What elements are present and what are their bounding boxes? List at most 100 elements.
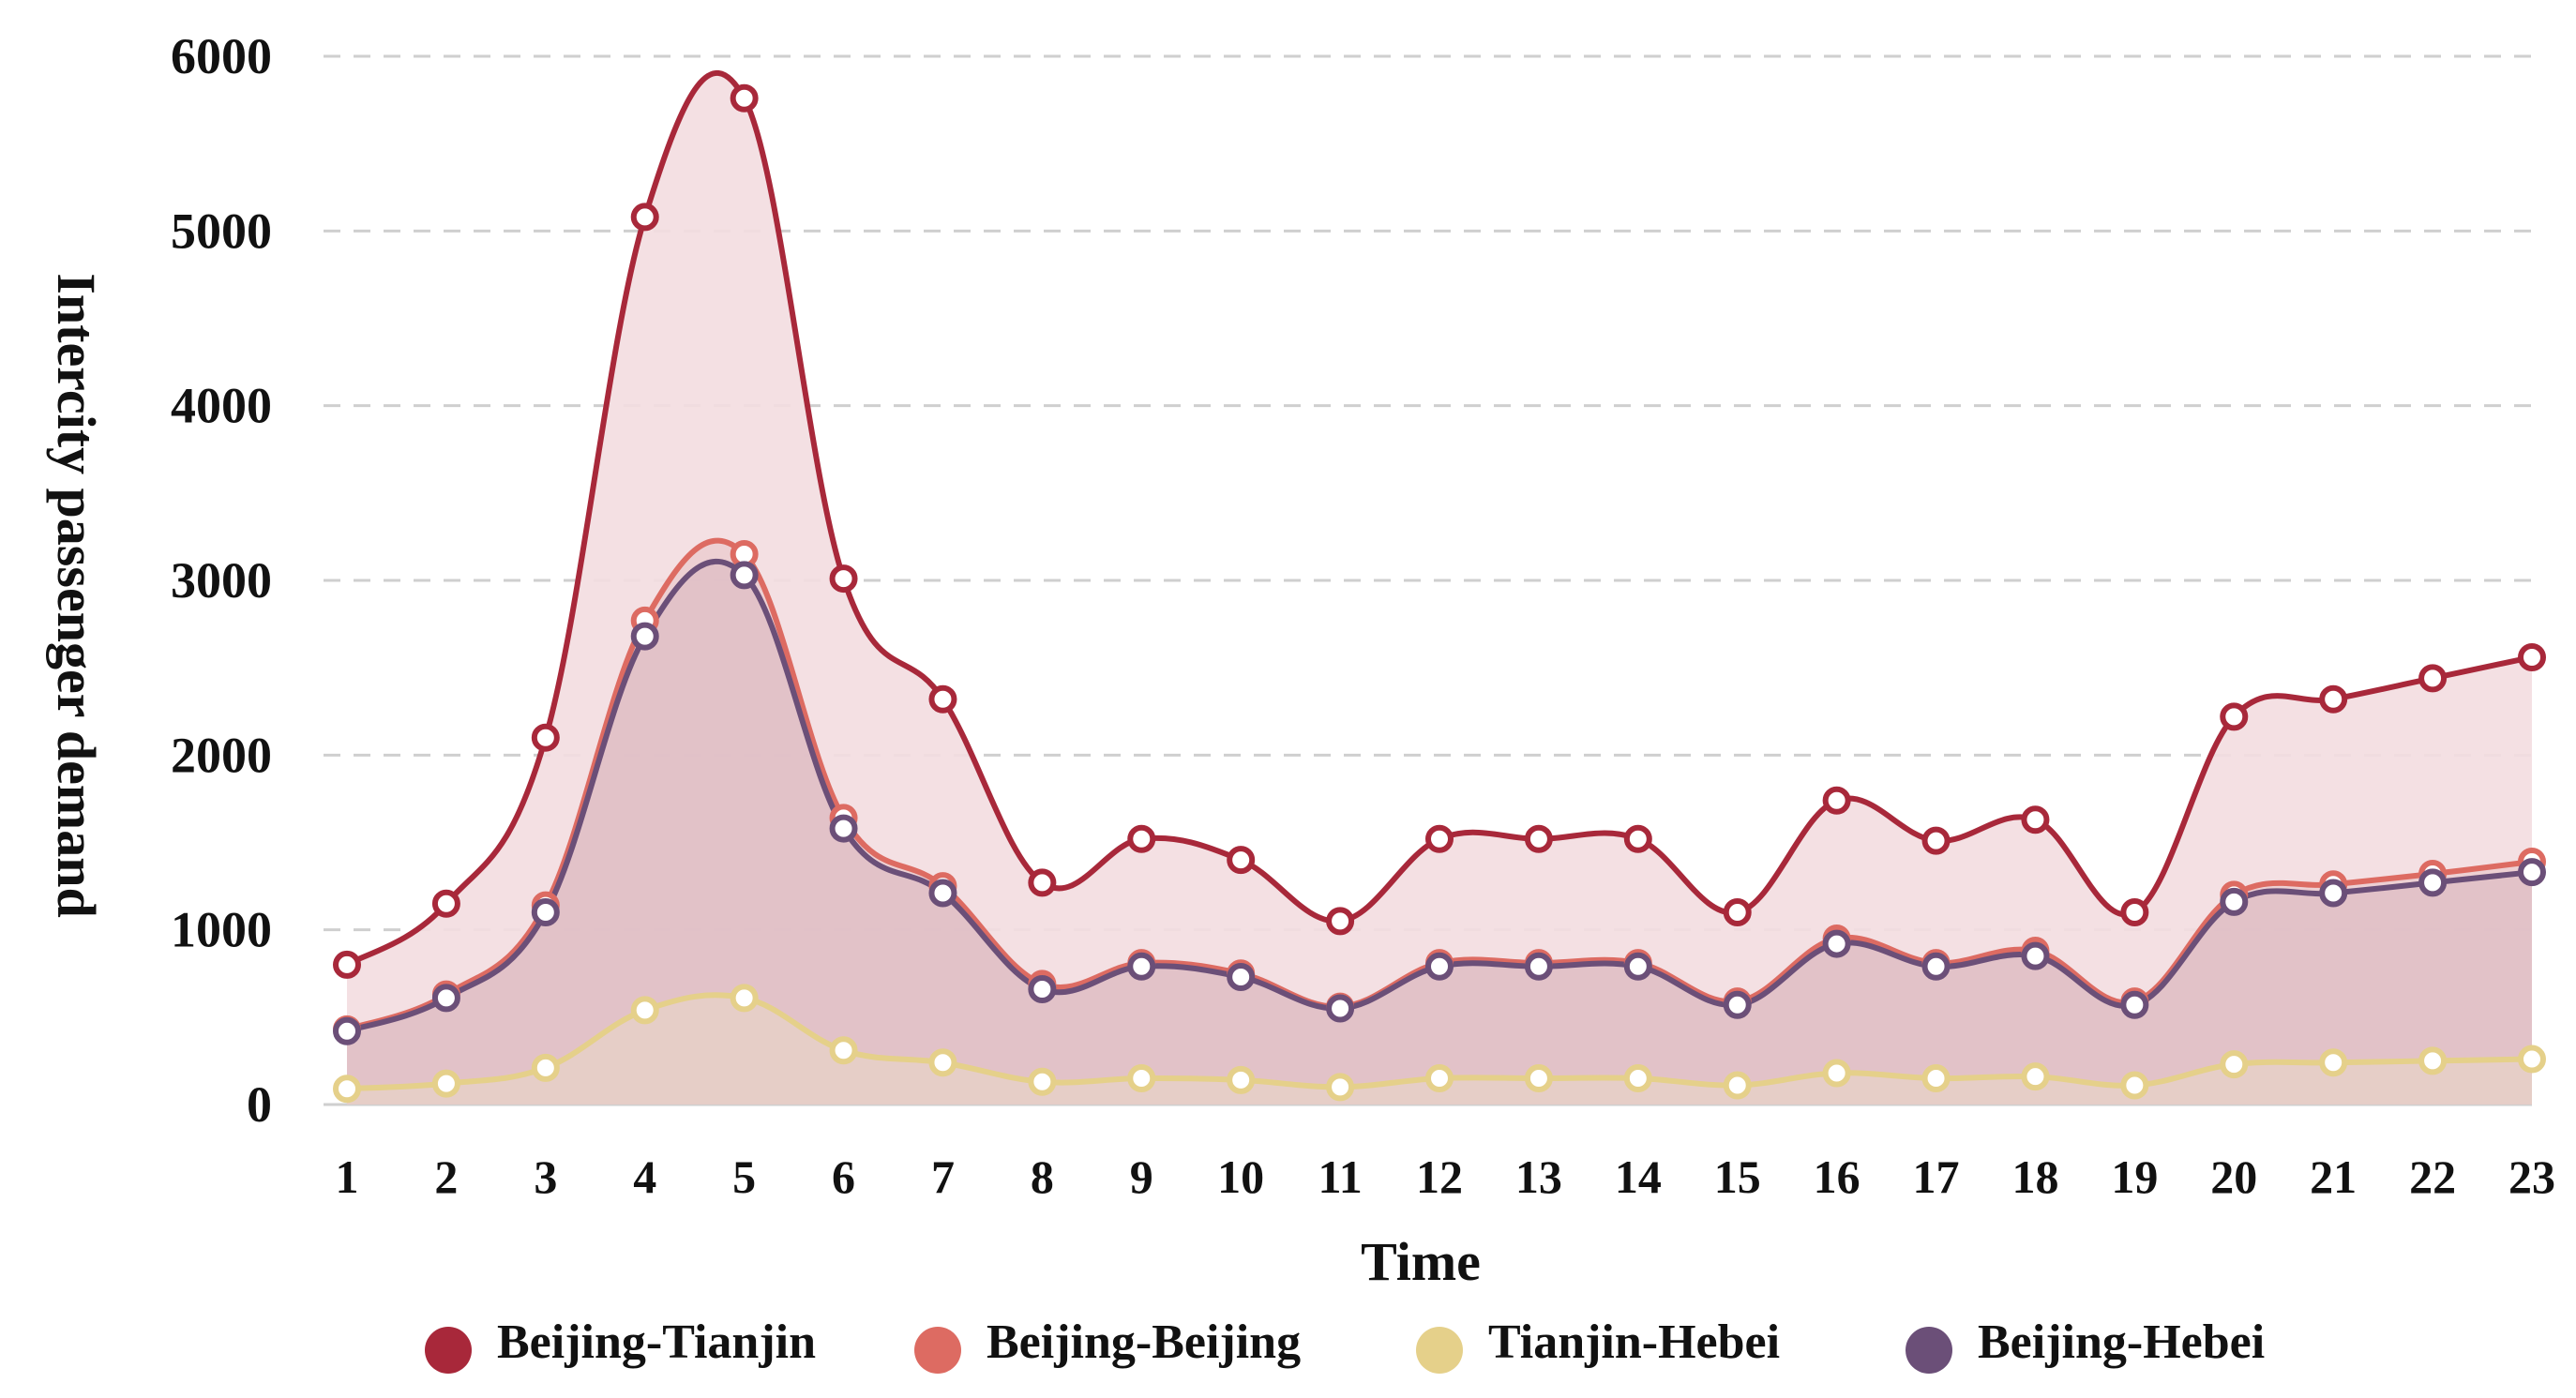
- data-point: [431, 889, 460, 918]
- data-point: [829, 1036, 858, 1065]
- data-point: [531, 898, 560, 927]
- data-point: [829, 564, 858, 594]
- y-tick-label: 2000: [171, 727, 272, 783]
- x-tick-label: 16: [1814, 1150, 1860, 1203]
- data-point: [2021, 805, 2050, 834]
- data-point: [1425, 824, 1454, 853]
- data-point: [928, 684, 957, 714]
- legend-marker: [1416, 1327, 1463, 1374]
- data-point: [2319, 684, 2348, 714]
- data-point: [630, 996, 659, 1025]
- x-tick-label: 13: [1515, 1150, 1562, 1203]
- x-tick-label: 3: [534, 1150, 557, 1203]
- legend: Beijing-Tianjin Beijing-Beijing Tianjin-He…: [425, 1315, 2265, 1374]
- legend-marker: [1906, 1327, 1952, 1374]
- data-point: [531, 1053, 560, 1082]
- data-point: [2220, 887, 2249, 916]
- data-point: [1425, 952, 1454, 981]
- series-area: [347, 995, 2532, 1105]
- y-axis-ticks: 0 1000 2000 3000 4000 5000 6000: [171, 28, 272, 1133]
- data-point: [2120, 1071, 2149, 1100]
- data-point: [1227, 962, 1256, 991]
- legend-label: Beijing-Beijing: [987, 1315, 1301, 1369]
- data-point: [1028, 1067, 1057, 1096]
- data-point: [333, 1075, 361, 1104]
- data-point: [1822, 929, 1851, 958]
- data-point: [2518, 858, 2546, 887]
- data-point: [630, 203, 659, 232]
- y-tick-label: 3000: [171, 552, 272, 609]
- data-point: [1326, 907, 1355, 936]
- x-tick-label: 21: [2310, 1150, 2357, 1203]
- data-point: [928, 1048, 957, 1077]
- series-areas: [347, 72, 2532, 1105]
- data-point: [730, 561, 759, 590]
- data-point: [1127, 1064, 1156, 1093]
- data-point: [2418, 868, 2448, 897]
- x-tick-label: 5: [732, 1150, 756, 1203]
- x-tick-label: 23: [2508, 1150, 2555, 1203]
- x-tick-label: 19: [2111, 1150, 2158, 1203]
- x-tick-label: 22: [2409, 1150, 2456, 1203]
- y-tick-label: 0: [247, 1076, 272, 1133]
- data-point: [2021, 941, 2050, 970]
- data-point: [1524, 1064, 1553, 1093]
- series-points: [333, 83, 2546, 1104]
- data-point: [2518, 642, 2546, 671]
- x-tick-label: 18: [2011, 1150, 2058, 1203]
- data-point: [333, 950, 361, 979]
- data-point: [2518, 1045, 2546, 1074]
- data-point: [2021, 1062, 2050, 1091]
- data-point: [1822, 1059, 1851, 1088]
- y-tick-label: 4000: [171, 378, 272, 434]
- series-area: [347, 72, 2532, 1105]
- x-tick-label: 14: [1615, 1150, 1662, 1203]
- data-point: [1723, 990, 1752, 1019]
- x-tick-label: 11: [1318, 1150, 1362, 1203]
- data-point: [1227, 846, 1256, 875]
- x-tick-label: 12: [1416, 1150, 1463, 1203]
- legend-marker: [914, 1327, 961, 1374]
- x-tick-label: 8: [1031, 1150, 1054, 1203]
- data-point: [1326, 994, 1355, 1023]
- data-point: [1127, 952, 1156, 981]
- data-point: [730, 83, 759, 113]
- data-point: [333, 1016, 361, 1045]
- data-point: [431, 984, 460, 1013]
- data-point: [1623, 1064, 1652, 1093]
- data-point: [531, 723, 560, 752]
- x-tick-label: 2: [434, 1150, 458, 1203]
- data-point: [2120, 990, 2149, 1019]
- data-point: [1623, 952, 1652, 981]
- data-point: [2319, 879, 2348, 908]
- y-tick-label: 6000: [171, 28, 272, 84]
- x-tick-label: 1: [336, 1150, 359, 1203]
- data-point: [829, 814, 858, 843]
- data-point: [1723, 1071, 1752, 1100]
- data-point: [431, 1069, 460, 1098]
- data-point: [2418, 1046, 2448, 1075]
- data-point: [1227, 1065, 1256, 1094]
- y-tick-label: 1000: [171, 902, 272, 958]
- x-axis-ticks: 1 2 3 4 5 6 7 8 9 10 11 12 13 14 15 16 17 18 19 20 21 22 23: [336, 1150, 2556, 1203]
- data-point: [2319, 1048, 2348, 1077]
- data-point: [1921, 1064, 1951, 1093]
- legend-marker: [425, 1327, 472, 1374]
- data-point: [2120, 898, 2149, 927]
- data-point: [1028, 868, 1057, 897]
- data-point: [1921, 952, 1951, 981]
- data-point: [1524, 952, 1553, 981]
- series-area: [347, 561, 2532, 1105]
- data-point: [630, 622, 659, 651]
- legend-label: Beijing-Tianjin: [497, 1315, 816, 1369]
- y-axis-title: Intercity passenger demand: [46, 273, 107, 917]
- y-tick-label: 5000: [171, 203, 272, 259]
- x-tick-label: 7: [931, 1150, 955, 1203]
- data-point: [928, 879, 957, 908]
- legend-label: Beijing-Hebei: [1978, 1315, 2265, 1369]
- data-point: [1326, 1073, 1355, 1102]
- x-tick-label: 20: [2210, 1150, 2257, 1203]
- x-tick-label: 10: [1217, 1150, 1264, 1203]
- data-point: [2220, 702, 2249, 731]
